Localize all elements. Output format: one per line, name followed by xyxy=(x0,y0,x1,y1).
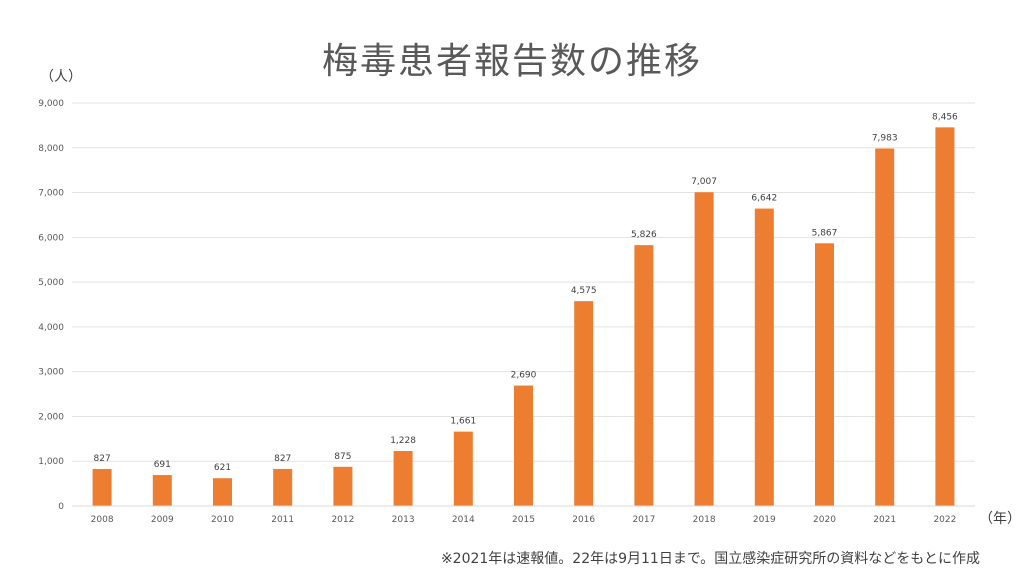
x-tick-label: 2021 xyxy=(873,515,896,525)
y-tick-label: 1,000 xyxy=(38,457,64,467)
data-label-2015: 2,690 xyxy=(511,371,537,381)
data-label-2021: 7,983 xyxy=(872,134,898,144)
x-axis-unit-label: （年） xyxy=(979,511,1021,527)
x-tick-label: 2010 xyxy=(211,515,234,525)
bar-2018 xyxy=(694,192,714,506)
y-axis-ticks: 0 1,000 2,000 3,000 4,000 5,000 6,000 7,000 8,00… xyxy=(38,99,64,512)
data-label-2018: 7,007 xyxy=(691,177,717,187)
data-label-2019: 6,642 xyxy=(751,194,777,204)
bar-2017 xyxy=(634,245,654,506)
x-tick-label: 2013 xyxy=(392,515,415,525)
x-tick-label: 2017 xyxy=(632,515,655,525)
data-label-2014: 1,661 xyxy=(450,417,476,427)
y-tick-label: 2,000 xyxy=(38,412,64,422)
bar-2016 xyxy=(574,301,594,506)
y-tick-label: 0 xyxy=(58,502,64,512)
x-tick-label: 2014 xyxy=(452,515,475,525)
x-tick-label: 2011 xyxy=(271,515,294,525)
data-label-2013: 1,228 xyxy=(390,436,416,446)
x-tick-label: 2019 xyxy=(753,515,776,525)
x-axis-ticks: 2008 2009 2010 2011 2012 2013 2014 2015 2016 2017… xyxy=(91,515,957,525)
data-label-2010: 621 xyxy=(214,463,231,473)
bar-2014 xyxy=(453,431,473,506)
y-axis-unit-label: （人） xyxy=(40,69,82,85)
x-tick-label: 2008 xyxy=(91,515,114,525)
data-labels: 827 691 621 827 875 1,228 1,661 2,690 4,575 5,826… xyxy=(94,112,959,473)
x-tick-label: 2016 xyxy=(572,515,595,525)
y-tick-label: 3,000 xyxy=(38,368,64,378)
x-tick-label: 2020 xyxy=(813,515,836,525)
y-tick-label: 5,000 xyxy=(38,278,64,288)
bar-2013 xyxy=(393,451,413,506)
data-label-2008: 827 xyxy=(94,454,111,464)
data-label-2022: 8,456 xyxy=(932,112,958,122)
bar-2019 xyxy=(754,208,774,506)
data-label-2011: 827 xyxy=(274,454,291,464)
y-tick-label: 4,000 xyxy=(38,323,64,333)
y-tick-label: 8,000 xyxy=(38,144,64,154)
bar-2012 xyxy=(333,466,353,506)
bar-2010 xyxy=(213,478,232,506)
y-tick-label: 6,000 xyxy=(38,233,64,243)
y-tick-label: 9,000 xyxy=(38,99,64,109)
data-label-2016: 4,575 xyxy=(571,286,597,296)
x-tick-label: 2012 xyxy=(331,515,354,525)
bar-2022 xyxy=(935,127,955,507)
bar-2008 xyxy=(92,468,112,506)
bar-2015 xyxy=(514,385,533,506)
chart-title: 梅毒患者報告数の推移 xyxy=(321,41,702,82)
data-label-2012: 875 xyxy=(334,452,351,462)
bar-2009 xyxy=(152,475,172,506)
x-tick-label: 2022 xyxy=(933,515,956,525)
x-tick-label: 2009 xyxy=(151,515,174,525)
data-label-2017: 5,826 xyxy=(631,230,657,240)
bars xyxy=(92,127,955,507)
x-tick-label: 2015 xyxy=(512,515,535,525)
data-label-2020: 5,867 xyxy=(812,228,838,238)
bar-2020 xyxy=(815,243,834,507)
bar-2011 xyxy=(273,468,293,506)
x-tick-label: 2018 xyxy=(693,515,716,525)
data-label-2009: 691 xyxy=(154,460,171,470)
bar-2021 xyxy=(875,148,895,506)
footnote: ※2021年は速報値。22年は9月11日まで。国立感染症研究所の資料などをもとに… xyxy=(440,551,980,567)
y-tick-label: 7,000 xyxy=(38,189,64,199)
